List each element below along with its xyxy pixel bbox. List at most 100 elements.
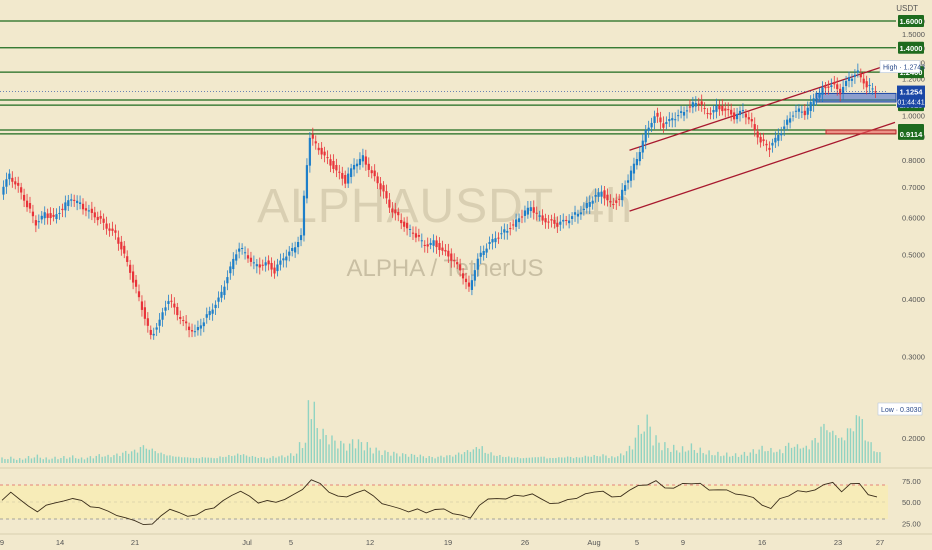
candle-body[interactable] <box>862 78 865 84</box>
candle-body[interactable] <box>397 211 400 216</box>
candle-body[interactable] <box>64 202 67 211</box>
candle-body[interactable] <box>70 199 73 201</box>
candle-body[interactable] <box>199 325 202 329</box>
candle-body[interactable] <box>217 297 220 302</box>
candle-body[interactable] <box>102 218 105 223</box>
candle-body[interactable] <box>246 255 250 259</box>
candle-body[interactable] <box>659 117 662 123</box>
channel-lower-line[interactable] <box>629 121 896 212</box>
candle-body[interactable] <box>844 80 848 87</box>
candle-body[interactable] <box>320 147 323 155</box>
candle-body[interactable] <box>679 111 683 113</box>
candle-body[interactable] <box>644 130 647 143</box>
candle-body[interactable] <box>193 331 197 333</box>
candle-body[interactable] <box>856 70 859 73</box>
candle-body[interactable] <box>170 300 173 302</box>
candle-body[interactable] <box>836 84 839 90</box>
candle-body[interactable] <box>594 194 597 197</box>
candle-body[interactable] <box>294 247 297 253</box>
candle-body[interactable] <box>308 137 311 166</box>
candle-body[interactable] <box>503 229 506 233</box>
candle-body[interactable] <box>824 86 827 89</box>
candle-body[interactable] <box>626 180 630 183</box>
candle-body[interactable] <box>120 241 123 250</box>
candle-body[interactable] <box>517 218 521 223</box>
candle-body[interactable] <box>185 321 188 324</box>
candle-body[interactable] <box>182 320 185 322</box>
candle-body[interactable] <box>629 170 633 181</box>
candle-body[interactable] <box>756 131 759 138</box>
candle-body[interactable] <box>117 237 120 244</box>
candle-body[interactable] <box>355 163 359 167</box>
candle-body[interactable] <box>270 262 273 270</box>
candle-body[interactable] <box>352 164 356 170</box>
candle-body[interactable] <box>211 309 214 314</box>
candle-body[interactable] <box>276 264 279 272</box>
candle-body[interactable] <box>76 200 79 204</box>
candle-body[interactable] <box>93 212 96 218</box>
candle-body[interactable] <box>420 240 423 242</box>
candle-body[interactable] <box>685 110 689 112</box>
candle-body[interactable] <box>470 280 474 290</box>
candle-body[interactable] <box>491 239 494 243</box>
candle-body[interactable] <box>473 270 476 281</box>
candle-body[interactable] <box>403 221 406 227</box>
candle-body[interactable] <box>509 227 512 230</box>
candle-body[interactable] <box>255 264 258 267</box>
candle-body[interactable] <box>8 173 11 180</box>
candle-body[interactable] <box>818 92 821 98</box>
candle-body[interactable] <box>167 301 170 304</box>
candle-body[interactable] <box>621 189 624 201</box>
candle-body[interactable] <box>721 105 724 112</box>
candle-body[interactable] <box>432 240 435 246</box>
candle-body[interactable] <box>780 133 783 136</box>
candle-body[interactable] <box>850 78 854 81</box>
candle-body[interactable] <box>556 222 559 227</box>
candle-body[interactable] <box>264 262 267 266</box>
candle-body[interactable] <box>43 212 46 219</box>
candle-body[interactable] <box>388 199 391 208</box>
candle-body[interactable] <box>208 311 211 316</box>
candle-body[interactable] <box>635 159 638 166</box>
candle-body[interactable] <box>164 307 167 311</box>
candle-body[interactable] <box>467 282 471 287</box>
candle-body[interactable] <box>668 119 671 122</box>
candle-body[interactable] <box>476 258 479 270</box>
candle-body[interactable] <box>482 251 485 256</box>
candle-body[interactable] <box>140 301 144 310</box>
candle-body[interactable] <box>220 291 223 298</box>
candle-body[interactable] <box>671 118 674 121</box>
candle-body[interactable] <box>49 213 52 219</box>
candle-body[interactable] <box>52 214 55 217</box>
channel-upper-line[interactable] <box>629 62 896 151</box>
candle-body[interactable] <box>87 210 91 212</box>
candle-body[interactable] <box>347 173 350 184</box>
candle-body[interactable] <box>842 86 845 93</box>
candle-body[interactable] <box>662 123 665 128</box>
candle-body[interactable] <box>650 122 653 128</box>
candle-body[interactable] <box>273 267 276 274</box>
candle-body[interactable] <box>296 241 300 248</box>
candle-body[interactable] <box>40 215 43 220</box>
candle-body[interactable] <box>559 221 562 225</box>
candle-body[interactable] <box>161 312 164 320</box>
candle-body[interactable] <box>547 221 550 223</box>
candle-body[interactable] <box>438 243 441 250</box>
candle-body[interactable] <box>96 216 99 221</box>
candle-body[interactable] <box>405 222 409 229</box>
candle-body[interactable] <box>14 181 17 185</box>
candle-body[interactable] <box>656 112 659 117</box>
candle-body[interactable] <box>335 165 338 171</box>
candle-body[interactable] <box>202 322 205 327</box>
candle-body[interactable] <box>753 124 756 131</box>
candle-body[interactable] <box>777 134 780 141</box>
candle-body[interactable] <box>311 134 314 139</box>
candle-body[interactable] <box>724 108 727 111</box>
candle-body[interactable] <box>364 156 367 165</box>
candle-body[interactable] <box>727 109 730 111</box>
candle-body[interactable] <box>570 216 574 219</box>
candle-body[interactable] <box>500 233 503 235</box>
candle-body[interactable] <box>361 155 365 162</box>
candle-body[interactable] <box>146 318 149 326</box>
candle-body[interactable] <box>453 260 456 262</box>
